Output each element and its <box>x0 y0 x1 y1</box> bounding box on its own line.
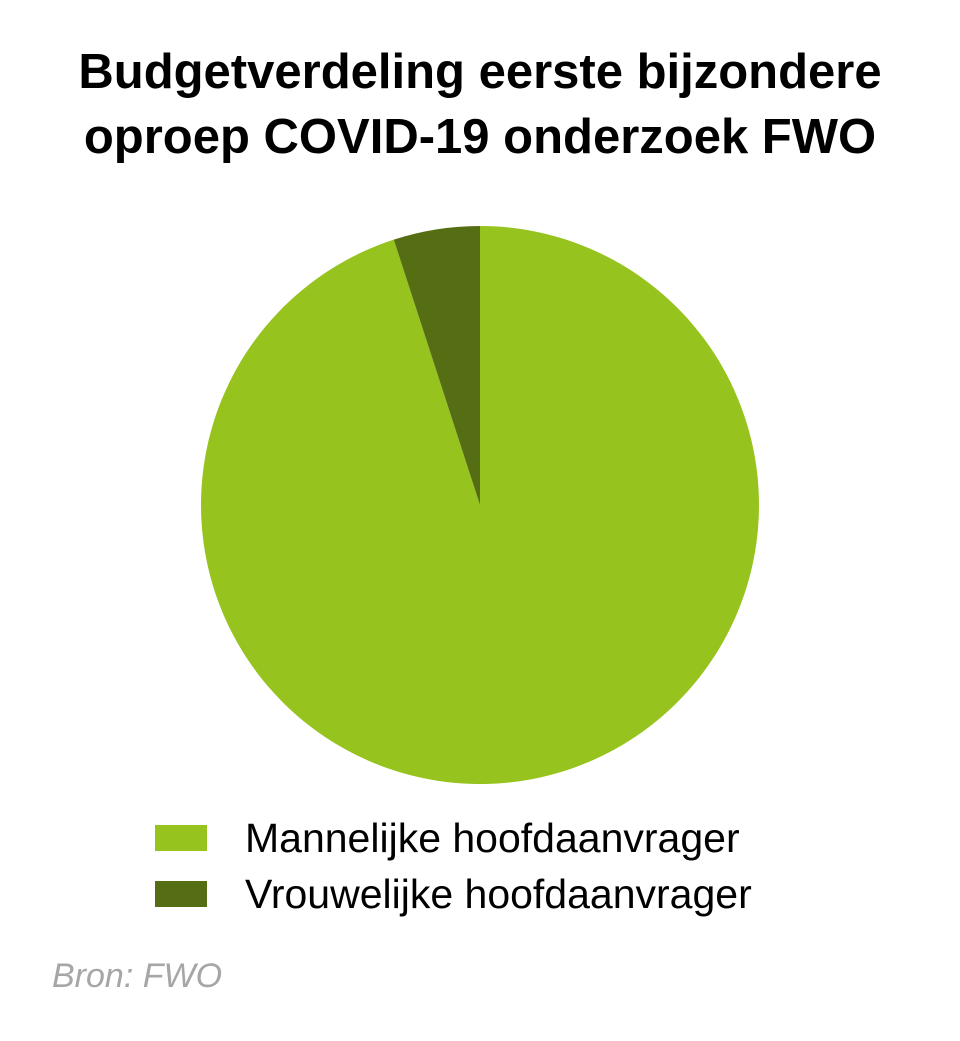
chart-title-line-1: Budgetverdeling eerste bijzondere <box>78 45 882 99</box>
pie-chart <box>200 226 760 784</box>
legend-item-vrouwelijk: Vrouwelijke hoofdaanvrager <box>155 866 752 922</box>
chart-title-line-2: oproep COVID-19 onderzoek FWO <box>83 110 877 164</box>
legend-swatch-mannelijk <box>155 825 207 851</box>
legend-label-vrouwelijk: Vrouwelijke hoofdaanvrager <box>245 870 752 917</box>
pie-slice-vrouwelijk <box>393 226 480 505</box>
chart-title: Budgetverdeling eerste bijzondere oproep… <box>0 40 960 170</box>
legend: Mannelijke hoofdaanvrager Vrouwelijke ho… <box>155 810 752 922</box>
source-note: Bron: FWO <box>52 957 223 995</box>
legend-swatch-vrouwelijk <box>155 881 207 907</box>
legend-label-mannelijk: Mannelijke hoofdaanvrager <box>245 814 740 861</box>
pie-slice-mannelijk <box>200 226 760 784</box>
legend-item-mannelijk: Mannelijke hoofdaanvrager <box>155 810 752 866</box>
pie-chart-area <box>200 226 760 784</box>
